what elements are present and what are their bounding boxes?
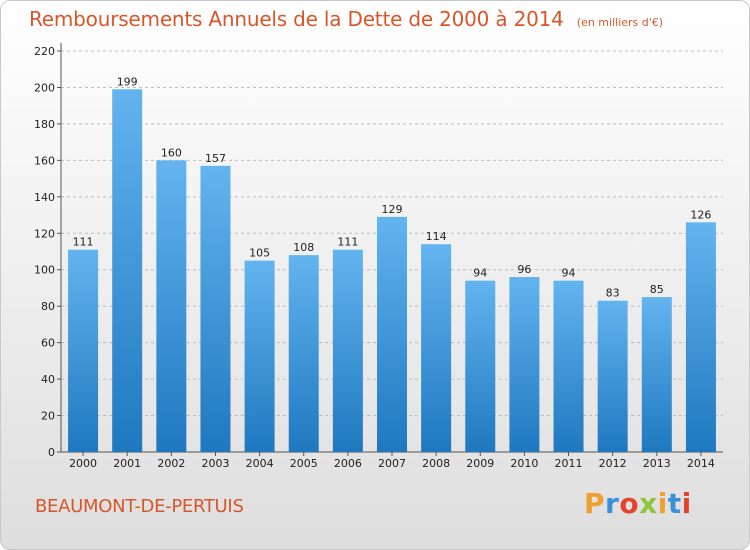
- chart-title-block: Remboursements Annuels de la Dette de 20…: [29, 7, 663, 31]
- bar: [200, 165, 231, 452]
- bar-value-label: 94: [562, 267, 576, 280]
- x-tick-label: 2010: [510, 457, 538, 470]
- bar: [112, 89, 143, 452]
- x-tick-label: 2008: [422, 457, 450, 470]
- bar-value-label: 83: [606, 287, 620, 300]
- y-tick-label: 60: [41, 337, 55, 350]
- x-tick-label: 2011: [555, 457, 583, 470]
- x-tick-label: 2000: [69, 457, 97, 470]
- bar: [465, 280, 496, 452]
- bar-value-label: 126: [690, 208, 711, 221]
- x-tick-label: 2006: [334, 457, 362, 470]
- x-tick-label: 2012: [599, 457, 627, 470]
- logo-letter: x: [639, 487, 658, 520]
- x-tick-label: 2009: [466, 457, 494, 470]
- bar: [68, 249, 99, 452]
- logo-letter: t: [667, 487, 682, 520]
- x-tick-label: 2001: [113, 457, 141, 470]
- bar: [553, 280, 584, 452]
- bar-value-label: 160: [161, 146, 182, 159]
- y-tick-label: 20: [41, 410, 55, 423]
- logo-letter: i: [681, 487, 692, 520]
- bar: [377, 216, 407, 452]
- bar-value-label: 85: [650, 283, 664, 296]
- y-tick-label: 80: [41, 300, 55, 313]
- bar-value-label: 105: [249, 247, 270, 260]
- bar-value-label: 114: [426, 230, 447, 243]
- bar-value-label: 94: [473, 267, 487, 280]
- logo-letter: o: [619, 487, 640, 520]
- bar-value-label: 111: [73, 236, 94, 249]
- x-tick-label: 2014: [687, 457, 715, 470]
- bar: [156, 160, 187, 452]
- chart-title: Remboursements Annuels de la Dette de 20…: [29, 7, 564, 31]
- x-tick-label: 2002: [157, 457, 185, 470]
- proxiti-logo: Proxiti: [584, 487, 692, 520]
- x-tick-label: 2004: [246, 457, 274, 470]
- bar: [685, 222, 716, 452]
- bar: [288, 255, 319, 452]
- x-tick-label: 2013: [643, 457, 671, 470]
- bar: [509, 277, 540, 452]
- y-tick-label: 180: [34, 118, 55, 131]
- y-tick-label: 140: [34, 191, 55, 204]
- logo-letter: i: [657, 487, 668, 520]
- bar-value-label: 129: [382, 203, 403, 216]
- bar: [641, 297, 672, 452]
- bar: [421, 244, 452, 452]
- bar-value-label: 157: [205, 152, 226, 165]
- y-tick-label: 40: [41, 373, 55, 386]
- y-tick-label: 160: [34, 154, 55, 167]
- y-tick-label: 0: [48, 446, 55, 459]
- bar: [244, 260, 275, 452]
- bar-value-label: 111: [337, 236, 358, 249]
- x-tick-label: 2003: [201, 457, 229, 470]
- y-tick-label: 220: [34, 45, 55, 58]
- x-tick-label: 2005: [290, 457, 318, 470]
- y-tick-label: 100: [34, 264, 55, 277]
- y-tick-label: 120: [34, 227, 55, 240]
- bar: [332, 249, 363, 452]
- logo-letter: P: [584, 487, 606, 520]
- logo-letter: r: [605, 487, 620, 520]
- bar-value-label: 199: [117, 75, 138, 88]
- x-tick-label: 2007: [378, 457, 406, 470]
- bar-value-label: 96: [517, 263, 531, 276]
- chart-unit: (en milliers d'€): [576, 16, 664, 29]
- town-name: BEAUMONT-DE-PERTUIS: [35, 496, 244, 517]
- bar: [597, 300, 628, 452]
- y-tick-label: 200: [34, 81, 55, 94]
- bar-value-label: 108: [293, 241, 314, 254]
